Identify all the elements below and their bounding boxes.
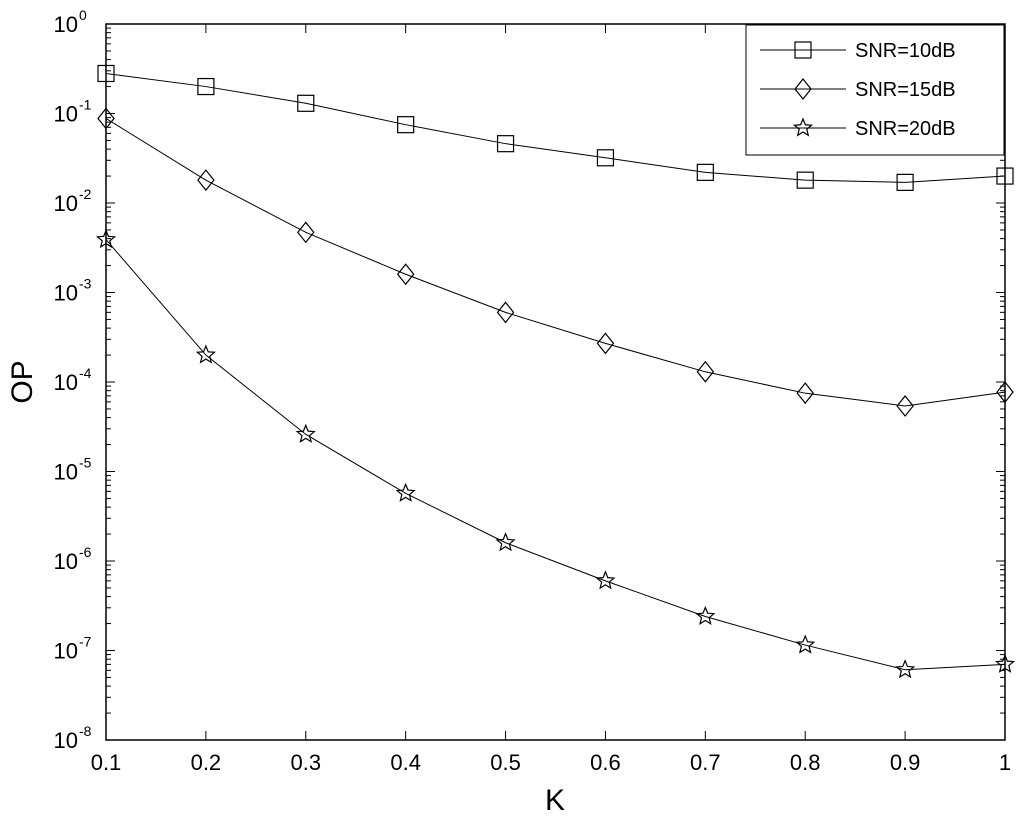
- data-point-diamond: [197, 169, 215, 192]
- data-point-star: [195, 344, 216, 364]
- data-point-square: [896, 173, 914, 191]
- x-tick-label: 0.9: [890, 750, 921, 775]
- x-axis: 0.1 0.2 0.3 0.4 0.5 0.6 0.7 0.8 0.9 1: [91, 24, 1011, 775]
- x-tick-label: 0.4: [390, 750, 421, 775]
- data-point-diamond: [396, 263, 415, 286]
- y-tick-label: 10: [54, 549, 78, 574]
- series-layer: [95, 64, 1016, 679]
- data-point-star: [295, 423, 316, 443]
- data-point-star: [95, 229, 117, 249]
- data-point-diamond: [696, 360, 715, 383]
- series-diamond: [97, 107, 1014, 417]
- data-point-square: [596, 149, 615, 167]
- data-point-square: [197, 77, 215, 96]
- data-point-square: [297, 94, 315, 112]
- data-point-square: [97, 64, 115, 83]
- legend-label: SNR=15dB: [855, 79, 956, 101]
- y-tick-label: 10: [54, 639, 78, 664]
- data-point-diamond: [297, 221, 315, 244]
- legend-box: [745, 24, 1005, 156]
- data-point-diamond: [796, 382, 814, 405]
- y-tick-label: 10: [54, 370, 78, 395]
- y-tick-exponent: -8: [79, 723, 92, 739]
- series-line-diamond: [105, 118, 1006, 407]
- data-point-diamond: [97, 107, 115, 130]
- y-tick-label: 10: [54, 102, 78, 127]
- series-star: [95, 229, 1016, 679]
- data-point-star: [495, 532, 516, 552]
- data-point-diamond: [996, 381, 1014, 404]
- x-tick-label: 0.6: [590, 750, 621, 775]
- data-point-star: [395, 482, 416, 502]
- legend-label: SNR=20dB: [855, 118, 956, 140]
- y-axis-label: OP: [6, 360, 39, 403]
- data-point-star: [994, 653, 1016, 673]
- data-point-star: [895, 659, 916, 679]
- x-tick-label: 1: [999, 750, 1011, 775]
- data-point-diamond: [896, 394, 914, 417]
- data-point-square: [397, 116, 415, 134]
- data-point-star: [595, 570, 616, 590]
- legend-marker-star: [792, 117, 814, 137]
- y-tick-exponent: -4: [79, 365, 92, 381]
- x-tick-label: 0.8: [790, 750, 821, 775]
- y-tick-exponent: -3: [79, 276, 92, 292]
- data-point-diamond: [596, 332, 615, 355]
- x-axis-label: K: [545, 784, 565, 817]
- series-square: [97, 64, 1014, 191]
- data-point-square: [696, 163, 714, 181]
- data-point-star: [695, 605, 716, 626]
- y-tick-exponent: -7: [79, 634, 92, 650]
- y-tick-exponent: -2: [79, 186, 92, 202]
- data-point-square: [796, 171, 814, 189]
- y-tick-exponent: -5: [79, 455, 92, 471]
- x-tick-label: 0.1: [91, 750, 122, 775]
- x-tick-label: 0.7: [690, 750, 721, 775]
- x-tick-label: 0.5: [490, 750, 521, 775]
- legend-marker-diamond: [794, 78, 812, 100]
- legend: SNR=10dB SNR=15dB SNR=20dB: [745, 24, 1005, 156]
- y-tick-label: 10: [54, 191, 78, 216]
- series-line-star: [105, 239, 1006, 671]
- y-tick-label: 10: [54, 460, 78, 485]
- y-tick-label: 10: [54, 12, 78, 37]
- y-tick-label: 10: [54, 281, 78, 306]
- x-tick-label: 0.3: [290, 750, 321, 775]
- data-point-square: [496, 135, 515, 153]
- data-point-star: [795, 634, 816, 654]
- series-line-square: [105, 72, 1006, 183]
- y-tick-exponent: 0: [79, 7, 87, 23]
- y-tick-exponent: -1: [79, 97, 92, 113]
- data-point-square: [996, 167, 1014, 185]
- x-tick-label: 0.2: [191, 750, 222, 775]
- data-point-diamond: [496, 301, 515, 324]
- legend-label: SNR=10dB: [855, 40, 956, 62]
- legend-marker-square: [794, 41, 812, 59]
- y-tick-label: 10: [54, 728, 78, 753]
- y-tick-exponent: -6: [79, 544, 92, 560]
